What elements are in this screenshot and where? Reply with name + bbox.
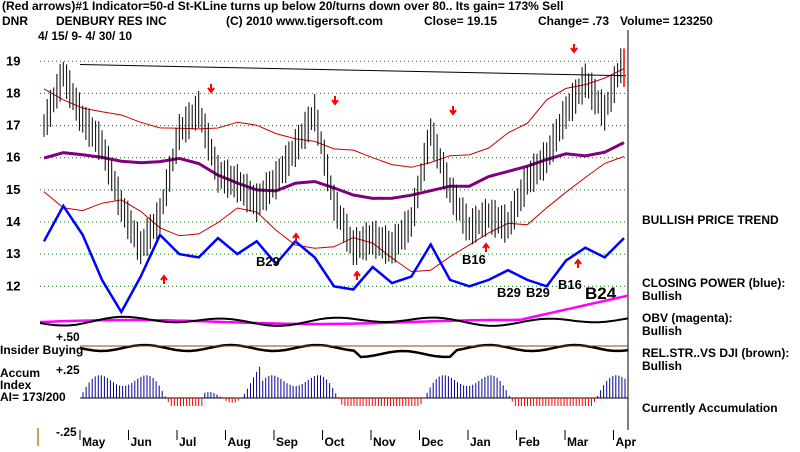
accumulation-status: Currently Accumulation xyxy=(642,401,778,415)
insider-line xyxy=(79,343,629,359)
ticker-symbol: DNR xyxy=(2,14,28,28)
x-tick-label: Aug xyxy=(228,435,251,449)
relstr-value: Bullish xyxy=(642,359,683,373)
signal-label: B16 xyxy=(558,277,582,292)
volume: Volume= 123250 xyxy=(620,14,713,28)
lower-indicators xyxy=(39,294,629,406)
obv-line xyxy=(39,294,629,326)
accum-bottom-label: -.25 xyxy=(56,425,77,439)
x-tick-label: Jun xyxy=(131,435,152,449)
x-tick-label: Jul xyxy=(179,435,196,449)
price-trend-label: BULLISH PRICE TREND xyxy=(642,213,779,227)
sell-arrow xyxy=(570,44,578,54)
accum-top-label: +.25 xyxy=(56,363,80,377)
date-range: 4/ 15/ 9- 4/ 30/ 10 xyxy=(38,29,133,43)
closing-power-series xyxy=(42,203,625,315)
y-tick-label: 16 xyxy=(6,150,20,165)
price-bars xyxy=(43,48,625,266)
buy-arrow xyxy=(482,242,490,252)
copyright: (C) 2010 www.tigersoft.com xyxy=(226,14,383,28)
relative-strength-line xyxy=(39,315,629,327)
x-tick-label: Dec xyxy=(422,435,444,449)
insider-value-label: +.50 xyxy=(56,330,80,344)
relstr-label: REL.STR..VS DJI (brown): xyxy=(642,346,790,360)
y-tick-label: 13 xyxy=(6,246,20,261)
buy-arrow xyxy=(353,270,361,280)
resistance-line xyxy=(79,64,627,77)
y-tick-label: 18 xyxy=(6,85,20,100)
y-tick-label: 19 xyxy=(6,53,20,68)
y-tick-label: 15 xyxy=(6,182,20,197)
x-tick-label: Jan xyxy=(470,435,491,449)
signal-arrows xyxy=(160,44,582,284)
x-tick-label: Feb xyxy=(519,435,540,449)
signal-label: B16 xyxy=(462,252,486,267)
y-tick-label: 17 xyxy=(6,118,20,133)
index-label: Index xyxy=(0,378,32,392)
price-change: Change= .73 xyxy=(538,14,610,28)
y-tick-label: 12 xyxy=(6,278,20,293)
closing-power-label: CLOSING POWER (blue): xyxy=(642,276,786,290)
x-axis-labels: May Jun Jul Aug Sep Oct Nov Dec Jan Feb Mar Apr xyxy=(79,430,637,449)
closing-power-line xyxy=(42,203,625,315)
sell-arrow xyxy=(449,106,457,116)
y-tick-label: 14 xyxy=(6,214,21,229)
x-tick-label: May xyxy=(82,435,106,449)
indicator-description: (Red arrows)#1 Indicator=50-d St-KLine t… xyxy=(2,0,564,13)
x-tick-label: Oct xyxy=(325,435,345,449)
y-axis-labels: 12 13 14 15 16 17 18 19 xyxy=(6,53,21,293)
upper-band xyxy=(43,68,625,168)
x-tick-label: Mar xyxy=(567,435,589,449)
x-tick-label: Sep xyxy=(276,435,298,449)
x-tick-label: Apr xyxy=(616,435,637,449)
lower-band xyxy=(43,156,625,273)
close-price: Close= 19.15 xyxy=(424,14,498,28)
sell-arrow xyxy=(207,84,215,94)
obv-value: Bullish xyxy=(642,324,683,338)
buy-arrow xyxy=(574,258,582,268)
company-name: DENBURY RES INC xyxy=(56,14,167,28)
buy-arrow xyxy=(160,274,168,284)
signal-label: B29 xyxy=(256,254,280,269)
ai-label: AI= 173/200 xyxy=(0,390,66,404)
signal-label: B24 xyxy=(585,284,617,303)
accum-label: Accum xyxy=(0,366,41,380)
signal-label: B29 xyxy=(497,285,521,300)
sell-arrow xyxy=(331,96,339,106)
signal-label: B29 xyxy=(526,285,550,300)
insider-buying-label: Insider Buying xyxy=(0,343,84,357)
obv-label: OBV (magenta): xyxy=(642,311,733,325)
x-tick-label: Nov xyxy=(373,435,396,449)
buy-arrow xyxy=(292,232,300,242)
closing-power-value: Bullish xyxy=(642,289,683,303)
grid-lines xyxy=(37,30,629,446)
